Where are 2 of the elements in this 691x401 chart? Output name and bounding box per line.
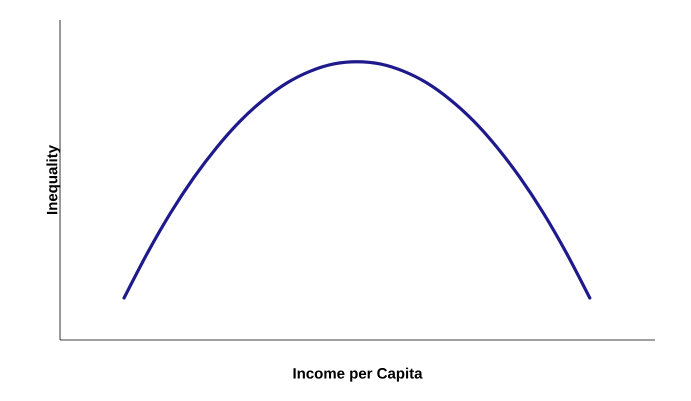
y-axis-title: Inequality	[46, 145, 60, 214]
x-axis-title: Income per Capita	[293, 368, 423, 382]
